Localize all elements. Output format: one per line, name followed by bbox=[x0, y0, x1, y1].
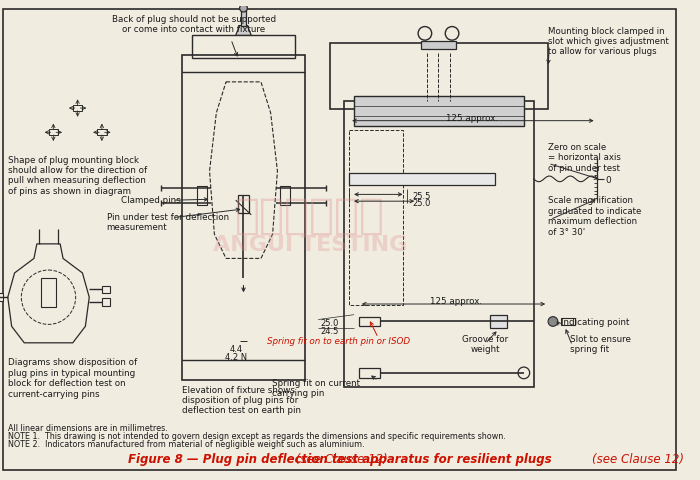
Bar bbox=[48, 130, 58, 136]
Text: Clamped pins: Clamped pins bbox=[121, 196, 181, 205]
Text: Elevation of fixture shows
disposition of plug pins for
deflection test on earth: Elevation of fixture shows disposition o… bbox=[183, 385, 302, 414]
Text: 东莞安规检测: 东莞安规检测 bbox=[235, 194, 386, 236]
Bar bbox=[349, 174, 495, 185]
Text: Figure 8 — Plug pin deflection test apparatus for resilient plugs: Figure 8 — Plug pin deflection test appa… bbox=[127, 453, 552, 466]
Bar bbox=[97, 130, 106, 136]
Circle shape bbox=[239, 5, 247, 13]
Text: NOTE 1.  This drawing is not intended to govern design except as regards the dim: NOTE 1. This drawing is not intended to … bbox=[8, 431, 505, 440]
Text: 0: 0 bbox=[606, 176, 611, 185]
Text: Groove for
weight: Groove for weight bbox=[462, 335, 508, 354]
Text: 25.0: 25.0 bbox=[320, 318, 339, 327]
Text: ANGUI TESTING: ANGUI TESTING bbox=[214, 234, 407, 254]
Text: 4.2 N: 4.2 N bbox=[225, 352, 247, 361]
Bar bbox=[281, 186, 290, 205]
Bar bbox=[241, 9, 246, 26]
Bar bbox=[354, 97, 524, 126]
Text: Pin under test for deflection
measurement: Pin under test for deflection measuremen… bbox=[106, 213, 229, 232]
Text: Back of plug should not be supported
or come into contact with fixture: Back of plug should not be supported or … bbox=[112, 15, 276, 34]
Bar bbox=[73, 106, 83, 112]
Circle shape bbox=[548, 317, 558, 327]
Text: Zero on scale
= horizontal axis
of pin under test: Zero on scale = horizontal axis of pin u… bbox=[548, 143, 621, 172]
Bar bbox=[561, 318, 575, 325]
Text: Shape of plug mounting block
should allow for the direction of
pull when measuri: Shape of plug mounting block should allo… bbox=[8, 156, 147, 195]
Bar bbox=[359, 317, 380, 327]
Text: NOTE 2.  Indicators manufactured from material of negligible weight such as alum: NOTE 2. Indicators manufactured from mat… bbox=[8, 439, 365, 448]
Text: Indicating point: Indicating point bbox=[561, 317, 629, 326]
Text: 4.4: 4.4 bbox=[229, 344, 242, 353]
Text: Mounting block clamped in
slot which gives adjustment
to allow for various plugs: Mounting block clamped in slot which giv… bbox=[548, 26, 669, 56]
Bar bbox=[344, 102, 533, 388]
Text: 24.5: 24.5 bbox=[320, 327, 339, 336]
Text: 25.5: 25.5 bbox=[412, 192, 430, 201]
Bar bbox=[490, 315, 507, 329]
Bar bbox=[197, 186, 206, 205]
Text: (see Clause 12): (see Clause 12) bbox=[292, 453, 387, 466]
Bar bbox=[349, 131, 402, 305]
Text: 25.0: 25.0 bbox=[412, 199, 430, 208]
Text: (see Clause 12): (see Clause 12) bbox=[592, 453, 684, 466]
Bar bbox=[359, 368, 380, 378]
Text: All linear dimensions are in millimetres.: All linear dimensions are in millimetres… bbox=[8, 423, 167, 432]
Bar bbox=[330, 44, 548, 110]
Bar bbox=[183, 56, 304, 380]
Text: Spring fit on current
carrying pin: Spring fit on current carrying pin bbox=[272, 378, 360, 397]
Bar bbox=[102, 299, 110, 306]
Text: Scale magnification
graduated to indicate
maximum deflection
of 3° 30': Scale magnification graduated to indicat… bbox=[548, 196, 641, 236]
Text: 125 approx.: 125 approx. bbox=[430, 297, 482, 306]
Text: Slot to ensure
spring fit: Slot to ensure spring fit bbox=[570, 335, 631, 354]
Bar bbox=[41, 278, 56, 307]
Bar bbox=[102, 286, 110, 294]
Bar bbox=[238, 196, 249, 214]
Text: Diagrams show disposition of
plug pins in typical mounting
block for deflection : Diagrams show disposition of plug pins i… bbox=[8, 358, 137, 398]
Text: Spring fit on to earth pin or ISOD: Spring fit on to earth pin or ISOD bbox=[267, 336, 410, 345]
Bar bbox=[421, 42, 456, 50]
Bar bbox=[0, 294, 3, 301]
Bar bbox=[192, 36, 295, 59]
Text: 125 approx.: 125 approx. bbox=[447, 114, 498, 123]
Polygon shape bbox=[236, 26, 251, 36]
